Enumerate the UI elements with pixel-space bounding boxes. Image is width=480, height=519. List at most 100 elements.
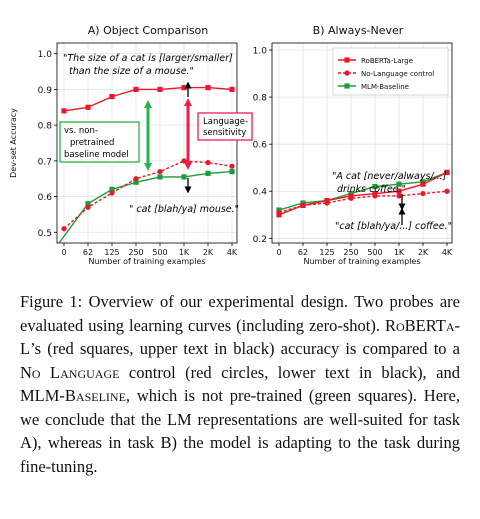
baseline-note-line-2: pretrained: [70, 138, 114, 148]
caption-part-2: ’s (red squares, upper text in black) ac…: [30, 339, 460, 358]
data-point-nolang: [85, 204, 91, 210]
data-point-nolang: [420, 190, 426, 197]
legend-box: [332, 47, 449, 96]
series-line-mlm: [278, 171, 448, 211]
panel-b-title: B) Always-Never: [313, 24, 404, 37]
data-point-roberta: [300, 202, 306, 208]
caption-roberta: RoBERTa-L: [20, 315, 460, 359]
data-point-mlm: [109, 186, 115, 193]
x-tick-label: 250: [128, 248, 143, 257]
data-point-nolang: [444, 188, 450, 194]
data-point-mlm: [157, 174, 163, 180]
x-tick-label: 62: [298, 248, 308, 257]
y-tick-label: 0.6: [253, 141, 268, 151]
data-point-roberta: [229, 86, 235, 93]
caption-part-4: , which is not pre-trained (green square…: [20, 386, 460, 476]
data-point-roberta: [324, 198, 330, 204]
panel-b-upper-quote-1: "A cat [never/always/...]: [332, 171, 447, 182]
data-point-mlm: [85, 201, 91, 207]
data-point-mlm: [229, 168, 235, 175]
x-tick-label: 1K: [394, 248, 405, 257]
data-point-mlm: [205, 170, 211, 176]
panel-b-frame: [271, 42, 453, 244]
data-point-roberta: [372, 190, 378, 197]
y-tick-label: 0.7: [38, 157, 52, 167]
panel-a-y-ticks: 0.5 0.6 0.7 0.8 0.9 1.0: [38, 50, 57, 239]
x-tick-label: 2K: [203, 248, 214, 257]
series-line-nolang: [278, 190, 448, 214]
panel-a-xlabel: Number of training examples: [88, 257, 205, 266]
legend-marker-nolang: [344, 70, 350, 76]
caption-part-1: Figure 1: Overview of our experimental d…: [20, 292, 460, 335]
x-tick-label: 500: [367, 248, 382, 257]
x-tick-label: 125: [319, 248, 334, 257]
x-tick-label: 4K: [442, 248, 453, 257]
caption-mlm: MLM-Baseline: [20, 386, 126, 405]
series-line-roberta: [278, 171, 448, 216]
legend-label-roberta: RoBERTa-Large: [361, 57, 413, 65]
series-line-nolang: [63, 160, 233, 230]
data-point-roberta: [444, 169, 450, 176]
x-tick-label: 0: [276, 248, 281, 257]
panel-a-frame: [56, 42, 238, 244]
caption-nolang: No Language: [20, 362, 120, 382]
data-point-nolang: [205, 160, 211, 166]
data-point-roberta: [157, 86, 163, 93]
data-point-nolang: [181, 158, 187, 164]
data-point-nolang: [157, 168, 163, 175]
sensitivity-note-line-1: Language-: [203, 117, 248, 127]
data-point-roberta: [181, 85, 187, 91]
x-tick-label: 500: [152, 248, 167, 257]
data-point-mlm: [181, 174, 187, 180]
y-tick-label: 0.8: [38, 122, 53, 132]
x-tick-label: 62: [83, 248, 93, 257]
x-tick-label: 4K: [227, 248, 238, 257]
figure-caption: Figure 1: Overview of our experimental d…: [20, 290, 460, 478]
panel-b-lower-quote: "cat [blah/ya/...] coffee.": [335, 221, 452, 232]
x-tick-label: 1K: [179, 248, 190, 257]
y-tick-label: 0.2: [253, 235, 267, 245]
panel-a-series: [58, 85, 235, 244]
data-point-mlm: [133, 179, 139, 185]
data-point-nolang: [396, 193, 402, 199]
panel-a-upper-quote-2: than the size of a mouse.": [69, 66, 194, 77]
x-tick-label: 2K: [418, 248, 429, 257]
panel-b-x-ticks: 0 62 125 250 500 1K 2K 4K: [276, 243, 453, 257]
legend-marker-roberta: [344, 57, 350, 63]
panel-a-ylabel: Dev-set Accuracy: [9, 108, 18, 178]
baseline-note-line-1: vs. non-: [64, 126, 98, 136]
data-point-nolang: [133, 176, 139, 182]
data-point-roberta: [276, 212, 282, 218]
data-point-nolang: [229, 163, 235, 169]
caption-part-3: control (red circles, lower text in blac…: [119, 362, 460, 382]
data-point-roberta: [133, 86, 139, 93]
panel-b-upper-quote-2: drinks coffee.": [337, 184, 406, 195]
x-tick-label: 250: [343, 248, 358, 257]
data-point-roberta: [85, 104, 91, 110]
series-line-mlm: [58, 170, 233, 244]
panel-b-y-ticks: 0.2 0.4 0.6 0.8 1.0: [253, 47, 272, 245]
x-tick-label: 0: [61, 248, 66, 257]
data-point-roberta: [109, 93, 115, 100]
y-tick-label: 0.5: [38, 229, 52, 239]
figure: A) Object Comparison 0.50.60.70.80.91.0 …: [9, 24, 453, 266]
legend-label-mlm: MLM-Baseline: [361, 83, 409, 91]
x-tick-label: 125: [104, 248, 119, 257]
data-point-nolang: [61, 226, 67, 232]
legend-label-nolang: No-Language control: [361, 70, 434, 78]
sensitivity-note-box: [197, 112, 253, 141]
data-point-mlm: [372, 183, 378, 190]
y-tick-label: 0.8: [253, 94, 268, 104]
y-tick-label: 1.0: [38, 50, 53, 60]
panel-b-series: [276, 169, 450, 218]
data-point-roberta: [396, 188, 402, 194]
data-point-nolang: [109, 190, 115, 196]
data-point-roberta: [420, 181, 426, 187]
data-point-roberta: [205, 85, 211, 91]
panel-b-xlabel: Number of training examples: [303, 257, 420, 266]
legend: RoBERTa-Large No-Language control MLM-Base…: [332, 47, 449, 96]
series-line-roberta: [63, 86, 233, 112]
y-tick-label: 1.0: [253, 47, 268, 57]
legend-marker-mlm: [344, 83, 350, 89]
data-point-roberta: [61, 108, 67, 114]
